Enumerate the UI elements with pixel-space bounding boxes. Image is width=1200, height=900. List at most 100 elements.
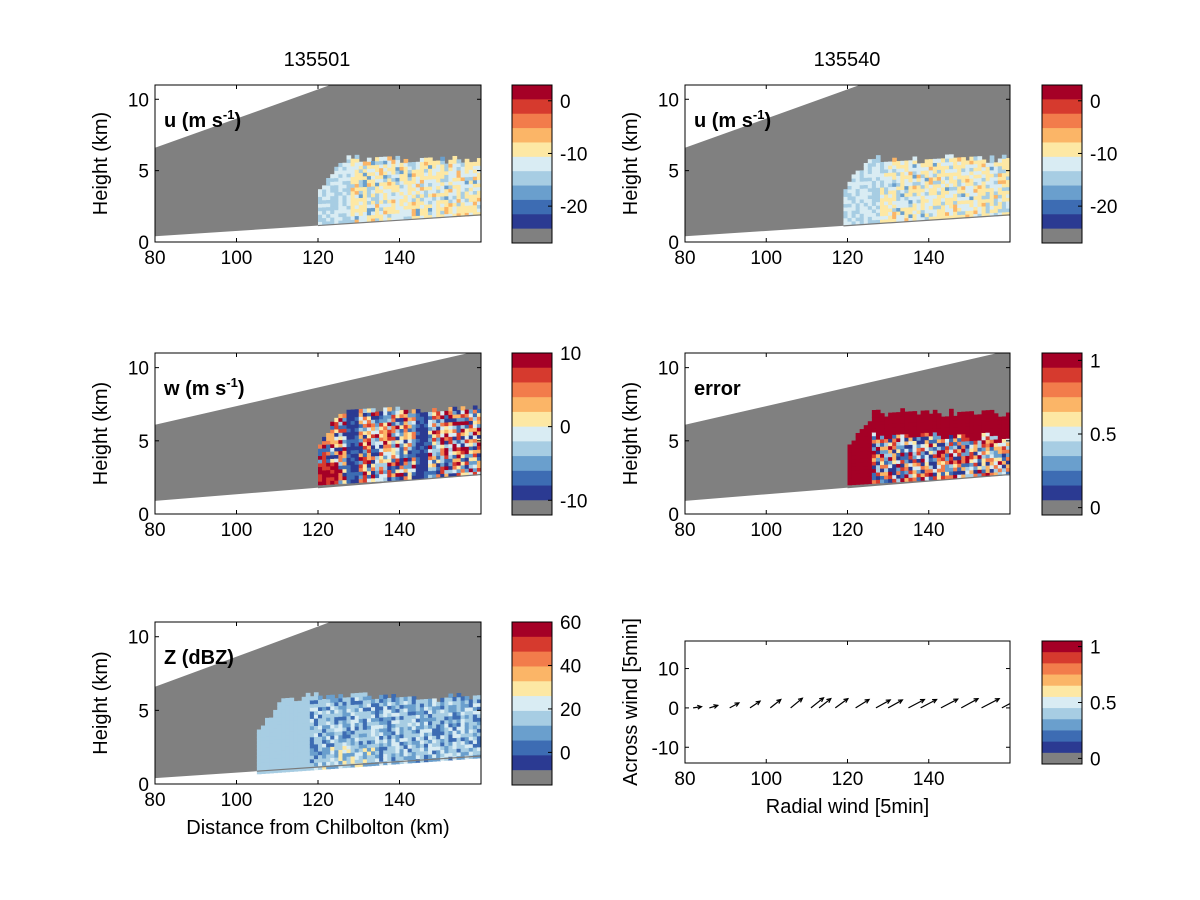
heatmap-cell (346, 155, 352, 160)
heatmap-cell (847, 462, 853, 468)
heatmap-cell (969, 167, 975, 172)
heatmap-cell (896, 441, 901, 446)
heatmap-cell (924, 472, 930, 477)
heatmap-cell (419, 449, 425, 454)
heatmap-cell (444, 170, 449, 175)
heatmap-cell (330, 469, 335, 474)
heatmap-cell (880, 165, 885, 170)
heatmap-cell (920, 454, 926, 459)
heatmap-cell (281, 753, 286, 758)
heatmap-cell (423, 189, 429, 194)
heatmap-cell (338, 216, 344, 221)
heatmap-cell (358, 703, 364, 709)
heatmap-cell (387, 716, 392, 721)
heatmap-cell (440, 462, 445, 467)
heatmap-cell (285, 723, 291, 729)
heatmap-cell (350, 475, 356, 480)
heatmap-cell (949, 452, 954, 457)
heatmap-cell (961, 429, 966, 435)
heatmap-cell (928, 439, 934, 444)
heatmap-cell (318, 743, 323, 748)
heatmap-cell (391, 421, 397, 426)
heatmap-cell (896, 437, 901, 442)
heatmap-cell (884, 186, 889, 191)
heatmap-cell (358, 722, 364, 727)
heatmap-cell (993, 198, 999, 203)
heatmap-cell (273, 713, 278, 718)
heatmap-cell (411, 434, 417, 440)
heatmap-cell (362, 721, 368, 727)
heatmap-cell (961, 164, 966, 169)
heatmap-cell (997, 169, 1003, 174)
heatmap-cell (981, 468, 987, 474)
heatmap-cell (867, 162, 873, 167)
heatmap-cell (436, 753, 441, 758)
heatmap-cell (436, 462, 441, 467)
heatmap-cell (411, 409, 417, 414)
heatmap-cell (452, 457, 458, 463)
heatmap-cell (395, 715, 401, 721)
heatmap-cell (346, 187, 352, 192)
heatmap-cell (415, 743, 421, 749)
heatmap-cell (358, 729, 364, 734)
heatmap-cell (346, 737, 352, 743)
heatmap-cell (370, 214, 376, 219)
heatmap-cell (916, 202, 922, 207)
heatmap-cell (395, 730, 401, 735)
heatmap-cell (334, 428, 339, 434)
heatmap-cell (358, 441, 364, 447)
heatmap-cell (448, 719, 454, 724)
heatmap-cell (884, 478, 889, 484)
y-tick-label: 10 (658, 660, 679, 681)
heatmap-cell (318, 189, 323, 194)
heatmap-cell (428, 196, 433, 201)
heatmap-cell (387, 462, 392, 467)
heatmap-cell (949, 438, 954, 443)
heatmap-cell (334, 472, 339, 477)
heatmap-cell (460, 464, 466, 470)
heatmap-cell (330, 465, 335, 470)
heatmap-cell (407, 215, 413, 220)
beam-base-line (256, 755, 481, 772)
heatmap-cell (851, 440, 857, 445)
heatmap-cell (423, 193, 429, 198)
heatmap-cell (924, 209, 930, 214)
heatmap-cell (961, 411, 966, 416)
y-tick-label: 0 (668, 505, 679, 526)
heatmap-cell (936, 475, 942, 480)
heatmap-cell (843, 192, 849, 197)
heatmap-cell (383, 749, 388, 755)
heatmap-cell (403, 715, 409, 720)
heatmap-cell (338, 417, 344, 422)
heatmap-cell (855, 440, 861, 445)
heatmap-cell (383, 447, 388, 452)
heatmap-cell (965, 178, 970, 183)
heatmap-cell (452, 184, 458, 189)
heatmap-cell (871, 219, 877, 224)
heatmap-cell (379, 164, 384, 169)
heatmap-cell (888, 449, 893, 454)
heatmap-cell (460, 722, 466, 727)
heatmap-cell (260, 725, 266, 730)
heatmap-cell (884, 204, 889, 209)
heatmap-cell (338, 166, 344, 171)
heatmap-cell (362, 168, 368, 173)
heatmap-cell (260, 766, 266, 771)
heatmap-cell (383, 414, 388, 420)
heatmap-cell (892, 441, 897, 446)
heatmap-cell (256, 733, 262, 738)
heatmap-cell (411, 165, 417, 170)
heatmap-cell (472, 405, 478, 410)
heatmap-cell (476, 706, 481, 711)
heatmap-cell (366, 168, 372, 173)
heatmap-cell (273, 735, 278, 740)
heatmap-cell (908, 462, 914, 467)
heatmap-cell (419, 467, 425, 472)
heatmap-cell (415, 172, 421, 177)
heatmap-cell (285, 738, 291, 743)
heatmap-cell (362, 175, 368, 180)
heatmap-cell (969, 156, 975, 161)
heatmap-cell (961, 185, 966, 190)
heatmap-cell (440, 458, 445, 464)
heatmap-cell (1001, 161, 1007, 167)
